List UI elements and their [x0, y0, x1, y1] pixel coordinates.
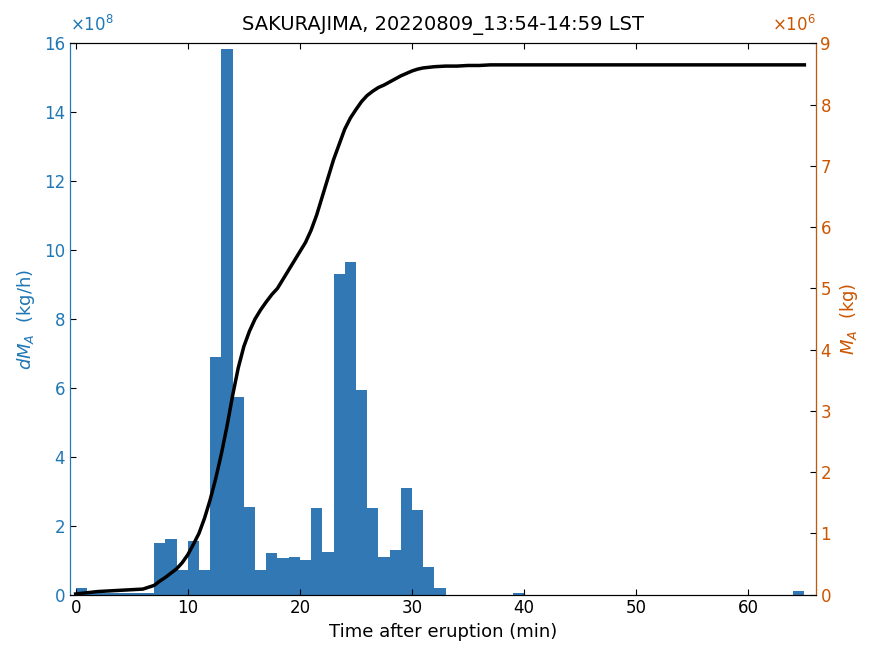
Bar — [221, 49, 233, 594]
Y-axis label: $dM_A$  (kg/h): $dM_A$ (kg/h) — [15, 268, 37, 370]
Bar — [333, 274, 345, 594]
Bar — [368, 508, 378, 594]
Bar — [389, 550, 401, 594]
Bar — [266, 553, 277, 594]
Bar — [322, 552, 333, 594]
Bar — [300, 560, 311, 594]
Bar — [412, 510, 424, 594]
Bar — [277, 558, 289, 594]
Bar — [143, 593, 154, 594]
Bar — [401, 488, 412, 594]
Y-axis label: $M_A$  (kg): $M_A$ (kg) — [838, 283, 860, 355]
Bar — [75, 588, 87, 594]
Bar — [98, 593, 109, 594]
Bar — [210, 357, 221, 594]
Bar — [109, 593, 121, 594]
Bar — [513, 593, 524, 594]
Bar — [345, 262, 356, 594]
Bar — [177, 570, 188, 594]
Bar — [312, 508, 322, 594]
Bar — [244, 506, 255, 594]
Bar — [378, 557, 389, 594]
Bar — [233, 396, 244, 594]
Bar — [793, 591, 804, 594]
Bar — [289, 557, 300, 594]
Bar — [188, 541, 199, 594]
Bar — [132, 593, 143, 594]
Bar — [434, 588, 445, 594]
Bar — [424, 567, 434, 594]
Bar — [356, 390, 368, 594]
X-axis label: Time after eruption (min): Time after eruption (min) — [329, 623, 557, 641]
Bar — [121, 593, 132, 594]
Bar — [255, 570, 266, 594]
Bar — [199, 570, 210, 594]
Text: $\times 10^6$: $\times 10^6$ — [772, 15, 816, 35]
Bar — [154, 543, 165, 594]
Text: $\times 10^8$: $\times 10^8$ — [70, 15, 114, 35]
Title: SAKURAJIMA, 20220809_13:54-14:59 LST: SAKURAJIMA, 20220809_13:54-14:59 LST — [242, 16, 644, 35]
Bar — [165, 539, 177, 594]
Bar — [87, 591, 98, 594]
